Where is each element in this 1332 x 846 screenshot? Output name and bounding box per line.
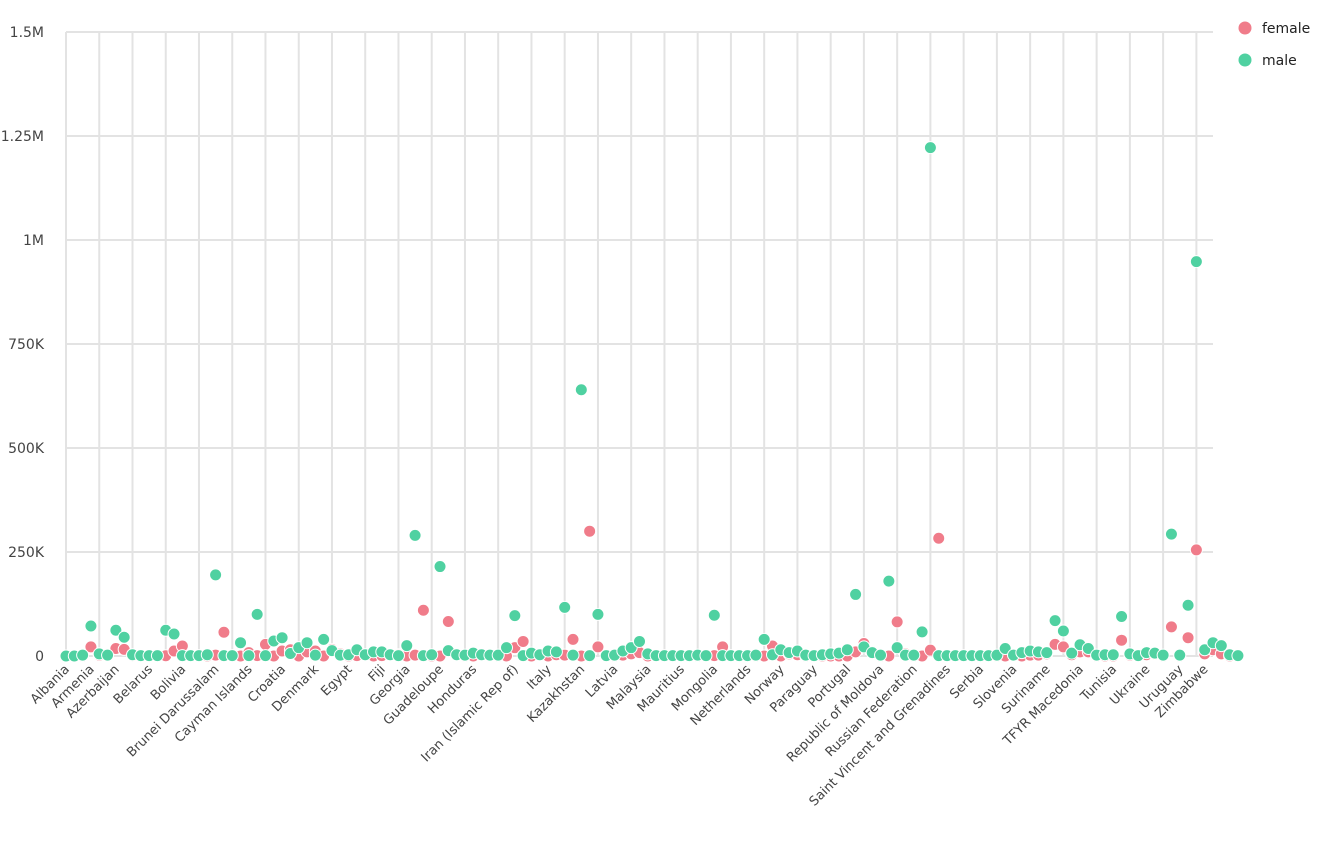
y-tick-label: 0 (35, 649, 44, 665)
data-point-male (1056, 624, 1070, 638)
data-point-female (591, 640, 605, 654)
data-point-male (150, 649, 164, 663)
data-point-male (907, 648, 921, 662)
data-point-female (84, 640, 98, 654)
data-point-male (250, 607, 264, 621)
data-point-female (1181, 631, 1195, 645)
data-point-male (109, 623, 123, 637)
data-point-male (549, 645, 563, 659)
data-point-male (300, 636, 314, 650)
data-point-male (308, 648, 322, 662)
data-point-male (200, 648, 214, 662)
y-tick-label: 1M (23, 233, 44, 249)
data-point-male (258, 649, 272, 663)
x-tick-label: Egypt (318, 662, 355, 699)
data-point-male (1065, 646, 1079, 660)
data-point-male (1164, 527, 1178, 541)
data-point-male (400, 639, 414, 653)
data-point-male (840, 643, 854, 657)
data-point-male (558, 600, 572, 614)
legend-marker-female (1238, 21, 1252, 35)
data-point-female (583, 524, 597, 538)
data-point-male (433, 560, 447, 574)
y-axis-ticks: 0 250K 500K 750K 1M 1.25M 1.5M (1, 25, 45, 665)
data-point-male (117, 630, 131, 644)
data-point-female (932, 531, 946, 545)
data-point-male (101, 648, 115, 662)
data-point-male (500, 641, 514, 655)
data-point-male (1156, 648, 1170, 662)
data-point-male (408, 528, 422, 542)
data-point-male (591, 607, 605, 621)
data-point-female (1189, 543, 1203, 557)
data-point-male (749, 648, 763, 662)
data-point-male (882, 574, 896, 588)
data-point-male (699, 649, 713, 663)
x-axis-ticks: AlbaniaArmeniaAzerbaijanBelarusBoliviaBr… (28, 662, 1212, 810)
data-point-male (757, 632, 771, 646)
data-point-female (890, 615, 904, 629)
data-point-male (508, 609, 522, 623)
data-point-female (441, 614, 455, 628)
data-point-male (1198, 643, 1212, 657)
data-point-male (874, 648, 888, 662)
data-point-male (707, 608, 721, 622)
data-points (59, 141, 1245, 663)
data-point-male (491, 648, 505, 662)
y-tick-label: 1.25M (1, 129, 44, 145)
legend-label-female: female (1262, 21, 1310, 37)
y-tick-label: 250K (8, 545, 45, 561)
data-point-male (849, 587, 863, 601)
data-point-male (890, 641, 904, 655)
data-point-male (76, 648, 90, 662)
data-point-male (1214, 639, 1228, 653)
data-point-female (516, 634, 530, 648)
legend-marker-male (1238, 53, 1252, 67)
y-tick-label: 750K (8, 337, 45, 353)
data-point-male (1040, 646, 1054, 660)
y-tick-label: 1.5M (10, 25, 44, 41)
data-point-male (167, 627, 181, 641)
legend: female male (1238, 21, 1311, 69)
data-point-female (217, 625, 231, 639)
data-point-male (1231, 649, 1245, 663)
data-point-male (317, 632, 331, 646)
data-point-male (1048, 614, 1062, 628)
data-point-male (1115, 609, 1129, 623)
data-point-male (1181, 598, 1195, 612)
horizontal-gridlines (66, 31, 1213, 657)
data-point-female (1115, 633, 1129, 647)
data-point-male (242, 649, 256, 663)
data-point-male (583, 649, 597, 663)
data-point-male (574, 383, 588, 397)
legend-item-female[interactable]: female (1238, 21, 1311, 37)
y-tick-label: 500K (8, 441, 45, 457)
data-point-male (225, 649, 239, 663)
data-point-male (84, 619, 98, 633)
data-point-male (1173, 648, 1187, 662)
data-point-male (234, 636, 248, 650)
data-point-male (391, 649, 405, 663)
data-point-male (275, 631, 289, 645)
legend-item-male[interactable]: male (1238, 53, 1297, 69)
data-point-male (1106, 648, 1120, 662)
data-point-male (923, 141, 937, 155)
data-point-male (209, 568, 223, 582)
data-point-male (425, 648, 439, 662)
data-point-female (416, 603, 430, 617)
legend-label-male: male (1262, 53, 1297, 69)
data-point-male (1189, 255, 1203, 269)
data-point-male (915, 625, 929, 639)
data-point-female (1164, 620, 1178, 634)
data-point-female (566, 632, 580, 646)
data-point-male (566, 648, 580, 662)
data-point-male (633, 634, 646, 648)
